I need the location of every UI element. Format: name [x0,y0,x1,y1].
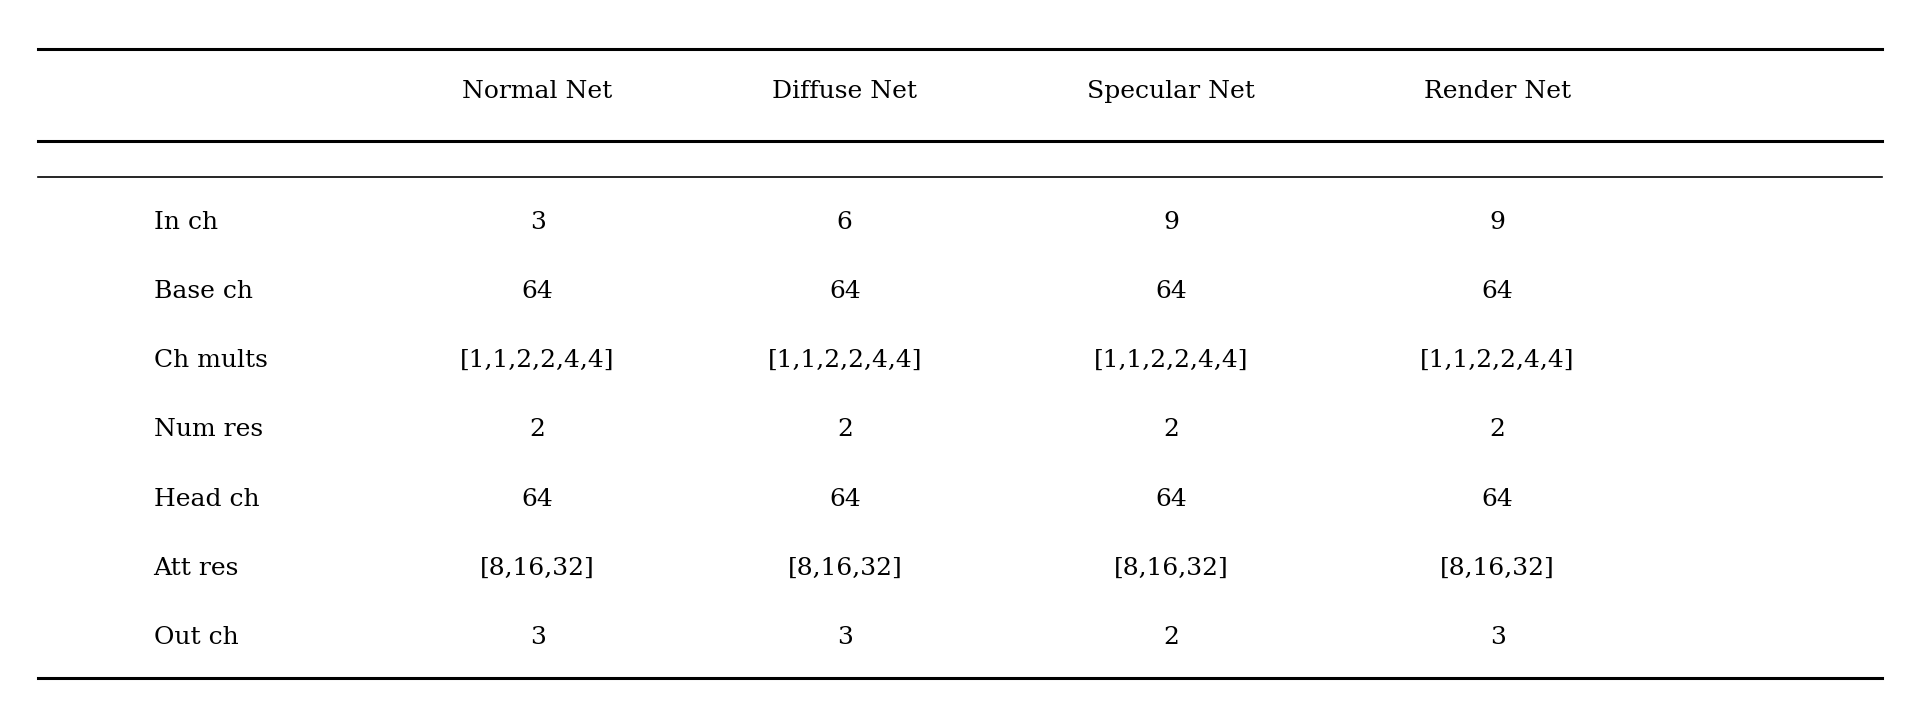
Text: Out ch: Out ch [154,626,238,649]
Text: [1,1,2,2,4,4]: [1,1,2,2,4,4] [1094,349,1248,372]
Text: Head ch: Head ch [154,488,259,510]
Text: 3: 3 [837,626,852,649]
Text: Render Net: Render Net [1425,80,1571,103]
Text: Normal Net: Normal Net [463,80,612,103]
Text: Att res: Att res [154,557,238,580]
Text: [8,16,32]: [8,16,32] [787,557,902,580]
Text: Ch mults: Ch mults [154,349,267,372]
Text: 64: 64 [1482,280,1513,303]
Text: 2: 2 [837,419,852,441]
Text: 64: 64 [522,280,553,303]
Text: 9: 9 [1164,211,1179,234]
Text: Base ch: Base ch [154,280,253,303]
Text: [8,16,32]: [8,16,32] [480,557,595,580]
Text: 64: 64 [1156,488,1187,510]
Text: 3: 3 [530,211,545,234]
Text: 64: 64 [522,488,553,510]
Text: 64: 64 [1482,488,1513,510]
Text: 64: 64 [829,488,860,510]
Text: Diffuse Net: Diffuse Net [772,80,918,103]
Text: [1,1,2,2,4,4]: [1,1,2,2,4,4] [461,349,614,372]
Text: 6: 6 [837,211,852,234]
Text: 2: 2 [1164,626,1179,649]
Text: Num res: Num res [154,419,263,441]
Text: 2: 2 [1164,419,1179,441]
Text: 9: 9 [1490,211,1505,234]
Text: 64: 64 [1156,280,1187,303]
Text: 3: 3 [1490,626,1505,649]
Text: In ch: In ch [154,211,217,234]
Text: [8,16,32]: [8,16,32] [1114,557,1229,580]
Text: 3: 3 [530,626,545,649]
Text: [1,1,2,2,4,4]: [1,1,2,2,4,4] [768,349,922,372]
Text: 64: 64 [829,280,860,303]
Text: [1,1,2,2,4,4]: [1,1,2,2,4,4] [1421,349,1574,372]
Text: 2: 2 [530,419,545,441]
Text: 2: 2 [1490,419,1505,441]
Text: [8,16,32]: [8,16,32] [1440,557,1555,580]
Text: Specular Net: Specular Net [1087,80,1256,103]
